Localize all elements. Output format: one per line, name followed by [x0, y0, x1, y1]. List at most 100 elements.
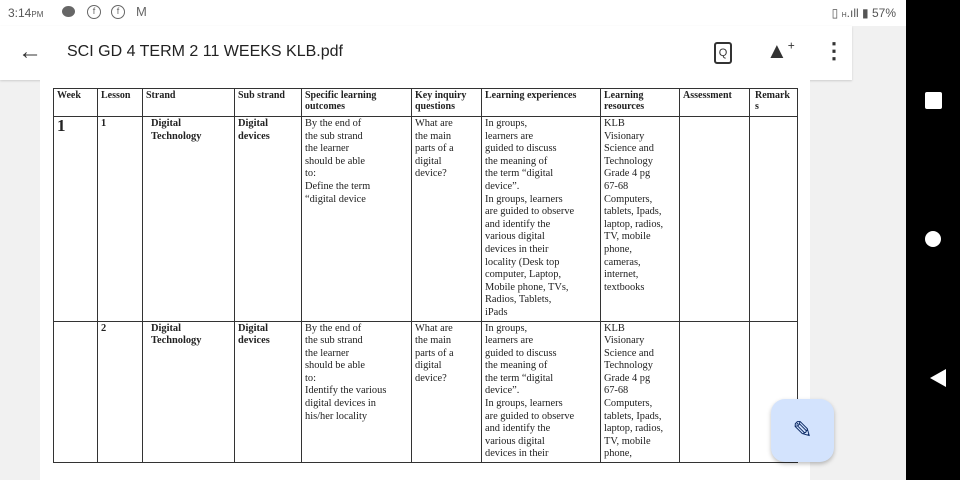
cell-line: digital	[415, 360, 442, 372]
cell-resources: KLB Visionary Science and Technology Grade 4…	[600, 116, 680, 322]
cell-line: the term “digital	[485, 168, 554, 180]
cell-line: should be able	[305, 155, 366, 167]
back-button[interactable]	[930, 369, 946, 387]
arrow-left-icon[interactable]: ←	[18, 38, 42, 65]
cell-line: device”.	[485, 180, 520, 192]
cell-line: Science and	[604, 143, 654, 155]
cell-line: Technology	[151, 335, 202, 347]
cell-line: iPads	[485, 306, 508, 318]
facebook-icon: f	[87, 5, 101, 19]
cell-line: Mobile phone, TVs,	[485, 281, 569, 293]
cell-line: learners are	[485, 130, 534, 142]
cell-line: KLB	[604, 118, 625, 129]
cell-line: the main	[415, 130, 452, 142]
cell-line: Digital	[238, 118, 269, 129]
cell-strand: Digital Technology	[142, 320, 235, 464]
header-strand: Strand	[142, 88, 235, 117]
clock: 3:14PM	[8, 6, 44, 20]
cell-line: textbooks	[604, 281, 645, 293]
cell-line: tablets, Ipads,	[604, 410, 662, 422]
cell-line: various digital	[485, 435, 545, 447]
recents-button[interactable]	[925, 92, 942, 109]
cell-line: Science and	[604, 347, 654, 359]
table-row: 1 1 Digital Technology Digital devices By the …	[53, 116, 798, 322]
status-bar: 3:14PM f f M ▯ H.ıll ▮ 57%	[0, 0, 906, 26]
drive-add-icon[interactable]: ▲+	[766, 38, 795, 63]
header-remarks: Remark s	[749, 88, 798, 117]
cell-line: guided to discuss	[485, 143, 557, 155]
table-row: 2 Digital Technology Digital devices By the e…	[53, 320, 798, 464]
header-row: Week Lesson Strand Sub strand Specific l…	[53, 88, 798, 117]
scheme-of-work-table: Week Lesson Strand Sub strand Specific l…	[53, 88, 798, 464]
cell-line: device?	[415, 372, 447, 384]
cell-line: his/her locality	[305, 410, 368, 422]
cell-line: Define the term	[305, 180, 371, 192]
header-experiences: Learning experiences	[481, 88, 601, 117]
cell-line: By the end of	[305, 118, 362, 129]
cell-line: phone,	[604, 448, 632, 460]
cell-strand: Digital Technology	[142, 116, 235, 322]
cell-line: TV, mobile	[604, 231, 651, 243]
cell-line: 67-68	[604, 180, 629, 192]
cell-line: Radios, Tablets,	[485, 294, 552, 306]
cell-line: Computers,	[604, 398, 653, 410]
cell-line: devices in their	[485, 448, 549, 460]
cell-line: guided to discuss	[485, 347, 557, 359]
cell-line: the meaning of	[485, 155, 548, 167]
cell-line: In groups, learners	[485, 398, 563, 410]
more-vert-icon[interactable]: ⋮	[823, 38, 845, 63]
cell-line: digital	[415, 155, 442, 167]
document-search-icon[interactable]: Q	[714, 42, 732, 64]
cell-line: parts of a	[415, 347, 454, 359]
cell-outcomes: By the end of the sub strand the learner sh…	[301, 116, 412, 322]
cell-line: In groups,	[485, 322, 528, 334]
message-icon	[62, 6, 75, 17]
cell-sub-strand: Digital devices	[234, 116, 302, 322]
cell-line: various digital	[485, 231, 545, 243]
cell-line: the term “digital	[485, 372, 554, 384]
cell-line: Grade 4 pg	[604, 168, 651, 180]
cell-line: device?	[415, 168, 447, 180]
cell-line: devices in their	[485, 243, 549, 255]
cell-week: 1	[53, 116, 98, 322]
cell-week	[53, 320, 98, 464]
signal-icon: .ıll	[846, 6, 859, 20]
cell-assessment	[679, 320, 750, 464]
cell-lesson: 1	[97, 116, 143, 322]
cell-line: Grade 4 pg	[604, 372, 651, 384]
cell-line: Visionary	[604, 130, 645, 142]
cell-line: digital devices in	[305, 398, 376, 410]
cell-line: and identify the	[485, 423, 551, 435]
cell-line: devices	[238, 130, 270, 142]
navigation-bar	[906, 0, 960, 480]
cell-line: should be able	[305, 360, 366, 372]
cell-line: Digital	[238, 322, 269, 334]
pdf-page: Week Lesson Strand Sub strand Specific l…	[40, 80, 810, 480]
cell-line: laptop, radios,	[604, 218, 664, 230]
cell-line: device”.	[485, 385, 520, 397]
cell-line: Computers,	[604, 193, 653, 205]
document-title: SCI GD 4 TERM 2 11 WEEKS KLB.pdf	[67, 43, 343, 60]
cell-line: Identify the various	[305, 385, 387, 397]
cell-line: parts of a	[415, 143, 454, 155]
cell-line: to:	[305, 372, 316, 384]
cell-line: learners are	[485, 335, 534, 347]
home-button[interactable]	[925, 231, 941, 247]
battery-icon: ▮	[862, 6, 869, 20]
cell-resources: KLB Visionary Science and Technology Grade 4…	[600, 320, 680, 464]
cell-line: Digital	[151, 118, 182, 129]
cell-line: devices	[238, 335, 270, 347]
annotate-pen-icon[interactable]: ✎	[771, 399, 834, 462]
cell-lesson: 2	[97, 320, 143, 464]
cell-line: Technology	[604, 155, 653, 167]
cell-line: the main	[415, 335, 452, 347]
cell-outcomes: By the end of the sub strand the learner sh…	[301, 320, 412, 464]
cell-line: Digital	[151, 322, 182, 334]
cell-line: the sub strand	[305, 130, 363, 142]
header-questions: Key inquiry questions	[411, 88, 482, 117]
cell-line: In groups, learners	[485, 193, 563, 205]
cell-line: the learner	[305, 347, 350, 359]
cell-line: are guided to observe	[485, 410, 575, 422]
gmail-icon: M	[136, 4, 147, 19]
header-resources: Learning resources	[600, 88, 680, 117]
